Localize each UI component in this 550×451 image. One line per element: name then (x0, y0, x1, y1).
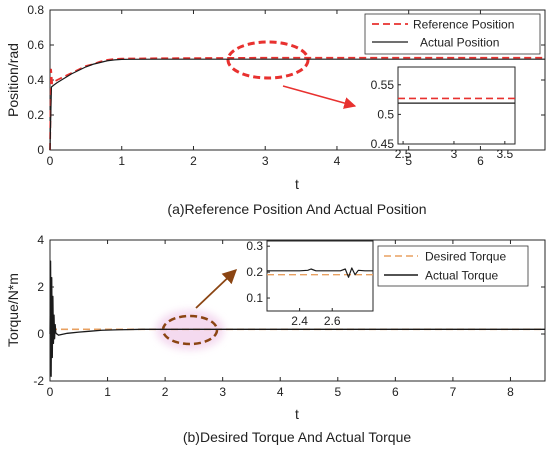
inset-x-tick-label: 3 (451, 147, 458, 161)
y-tick-label: 2 (37, 280, 44, 294)
x-tick-label: 0 (47, 154, 54, 168)
inset-y-tick-label: 0.55 (371, 78, 395, 92)
y-tick-label: 0.8 (27, 3, 44, 17)
x-tick-label: 2 (162, 385, 169, 399)
chart-b-series-actual-torque (49, 260, 545, 377)
inset-x-tick-label: 2.5 (395, 147, 412, 161)
y-tick-label: 0.6 (27, 38, 44, 52)
y-tick-label: 0 (37, 327, 44, 341)
y-tick-label: -2 (33, 374, 44, 388)
chart-a-ylabel: Position/rad (5, 43, 21, 117)
x-tick-label: 5 (334, 385, 341, 399)
inset-series (267, 267, 373, 278)
chart-b-legend-box (377, 245, 529, 287)
inset-x-tick-label: 2.4 (291, 314, 308, 328)
zoom-arrow (195, 269, 238, 309)
x-tick-label: 3 (219, 385, 226, 399)
chart-a: 0 1 2 3 4 5 6 0 0.2 0.4 0.6 0.8 Position/rad t (a)R… (5, 3, 546, 217)
y-tick-label: 4 (37, 233, 44, 247)
inset-y-tick-label: 0.5 (377, 107, 394, 121)
y-tick-label: 0 (37, 143, 44, 157)
zoom-highlight-ellipse (226, 40, 310, 80)
chart-a-legend-box (364, 13, 541, 55)
chart-b-legend-label-desired: Desired Torque (425, 250, 506, 264)
chart-a-legend-label-actual: Actual Position (420, 36, 499, 50)
chart-a-series (49, 56, 545, 151)
inset-y-tick-label: 0.45 (371, 137, 395, 151)
x-tick-label: 4 (334, 154, 341, 168)
x-tick-label: 8 (507, 385, 514, 399)
y-tick-label: 0.2 (27, 108, 44, 122)
x-tick-label: 6 (392, 385, 399, 399)
inset-y-tick-label: 0.3 (246, 239, 263, 253)
x-tick-label: 1 (104, 385, 111, 399)
chart-b-legend-label-actual: Actual Torque (425, 269, 498, 283)
inset-x-tick-label: 2.6 (324, 314, 341, 328)
x-tick-label: 1 (118, 154, 125, 168)
chart-a-caption: (a)Reference Position And Actual Positio… (167, 201, 426, 217)
chart-b-series (49, 260, 545, 377)
chart-b-ylabel: Torque/N*m (5, 273, 21, 347)
chart-a-inset-frame (397, 66, 516, 145)
x-tick-label: 5 (405, 154, 412, 168)
chart-a-xlabel: t (295, 176, 299, 192)
chart-a-inset: 2.5 3 3.5 0.45 0.5 0.55 (371, 66, 516, 161)
chart-b-inset-content: 2.4 2.6 0.1 0.2 0.3 (246, 239, 373, 328)
x-tick-label: 4 (277, 385, 284, 399)
x-tick-label: 0 (47, 385, 54, 399)
x-tick-label: 2 (190, 154, 197, 168)
x-tick-label: 3 (262, 154, 269, 168)
inset-series-actual-torque (267, 267, 373, 278)
chart-a-series-actual-position (49, 58, 545, 151)
chart-b-xlabel: t (295, 406, 299, 422)
chart-b-inset-frame (266, 240, 374, 312)
x-tick-label: 7 (450, 385, 457, 399)
y-tick-label: 0.4 (27, 73, 44, 87)
inset-x-tick-label: 3.5 (496, 147, 513, 161)
inset-series (398, 97, 515, 104)
chart-a-highlight (226, 40, 357, 109)
chart-a-inset-content: 2.5 3 3.5 0.45 0.5 0.55 (371, 78, 515, 161)
chart-b-inset: 2.4 2.6 0.1 0.2 0.3 (246, 239, 374, 328)
chart-a-legend-label-reference: Reference Position (413, 18, 514, 32)
x-tick-label: 6 (477, 154, 484, 168)
inset-y-tick-label: 0.1 (246, 291, 263, 305)
chart-a-legend: Reference Position Actual Position (364, 13, 541, 55)
chart-b-legend: Desired Torque Actual Torque (377, 245, 529, 287)
chart-b-caption: (b)Desired Torque And Actual Torque (183, 429, 412, 445)
chart-a-ticks: 0 1 2 3 4 5 6 0 0.2 0.4 0.6 0.8 (27, 3, 545, 168)
zoom-arrow (282, 85, 357, 109)
inset-y-tick-label: 0.2 (246, 265, 263, 279)
